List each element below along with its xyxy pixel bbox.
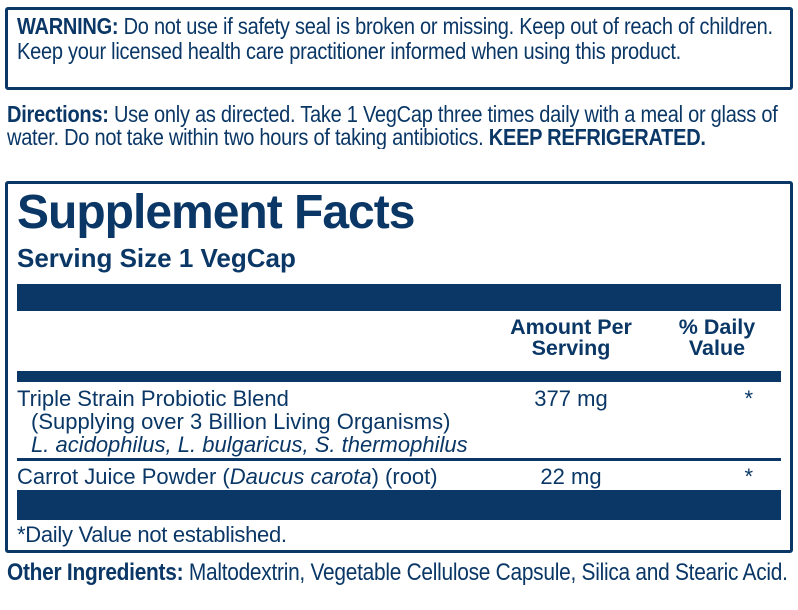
ingredient-name: Carrot Juice Powder (Daucus carota) (roo… [17, 464, 438, 489]
ingredient-species: L. acidophilus, L. bulgaricus, S. thermo… [31, 432, 468, 457]
warning-label: WARNING: [17, 13, 119, 39]
other-ingredients-label: Other Ingredients: [7, 561, 184, 585]
warning-paragraph: WARNING: Do not use if safety seal is br… [17, 14, 781, 64]
ingredient-detail: (Supplying over 3 Billion Living Organis… [31, 409, 451, 434]
supplement-facts-panel: Supplement Facts Serving Size 1 VegCap A… [5, 181, 793, 553]
serving-size: Serving Size 1 VegCap [17, 243, 296, 273]
warning-box: WARNING: Do not use if safety seal is br… [5, 7, 793, 90]
header-divider-bar [17, 371, 781, 382]
ingredient-amount: 377 mg [534, 386, 608, 411]
ingredient-name: Triple Strain Probiotic Blend [17, 386, 289, 411]
ingredient-row-carrot-juice: Carrot Juice Powder (Daucus carota) (roo… [17, 461, 781, 488]
top-divider-bar [17, 284, 781, 311]
daily-value-header: % Daily Value [678, 315, 756, 360]
directions-emphasis: KEEP REFRIGERATED. [488, 124, 706, 149]
daily-value-footnote: *Daily Value not established. [17, 522, 287, 547]
directions-text: Use only as directed. Take 1 VegCap thre… [7, 103, 778, 149]
other-ingredients-paragraph: Other Ingredients: Maltodextrin, Vegetab… [7, 561, 795, 585]
botanical-name: Daucus carota [229, 464, 372, 489]
directions-label: Directions: [7, 103, 109, 127]
facts-column-headers: Amount Per Serving % Daily Value [17, 315, 781, 365]
ingredient-daily-value: * [744, 386, 753, 411]
ingredient-amount: 22 mg [540, 464, 602, 489]
facts-title: Supplement Facts [17, 186, 415, 239]
row-separator [17, 458, 781, 461]
other-ingredients-block: Other Ingredients: Maltodextrin, Vegetab… [7, 561, 795, 585]
amount-per-serving-header: Amount Per Serving [510, 315, 632, 360]
other-ingredients-text: Maltodextrin, Vegetable Cellulose Capsul… [188, 561, 788, 585]
directions-block: Directions: Use only as directed. Take 1… [7, 103, 795, 149]
footnote-divider-bar [17, 490, 781, 520]
directions-paragraph: Directions: Use only as directed. Take 1… [7, 103, 795, 149]
ingredient-daily-value: * [744, 464, 753, 489]
warning-text: Do not use if safety seal is broken or m… [17, 13, 773, 64]
ingredient-row-probiotic-blend: Triple Strain Probiotic Blend 377 mg * [17, 387, 781, 410]
